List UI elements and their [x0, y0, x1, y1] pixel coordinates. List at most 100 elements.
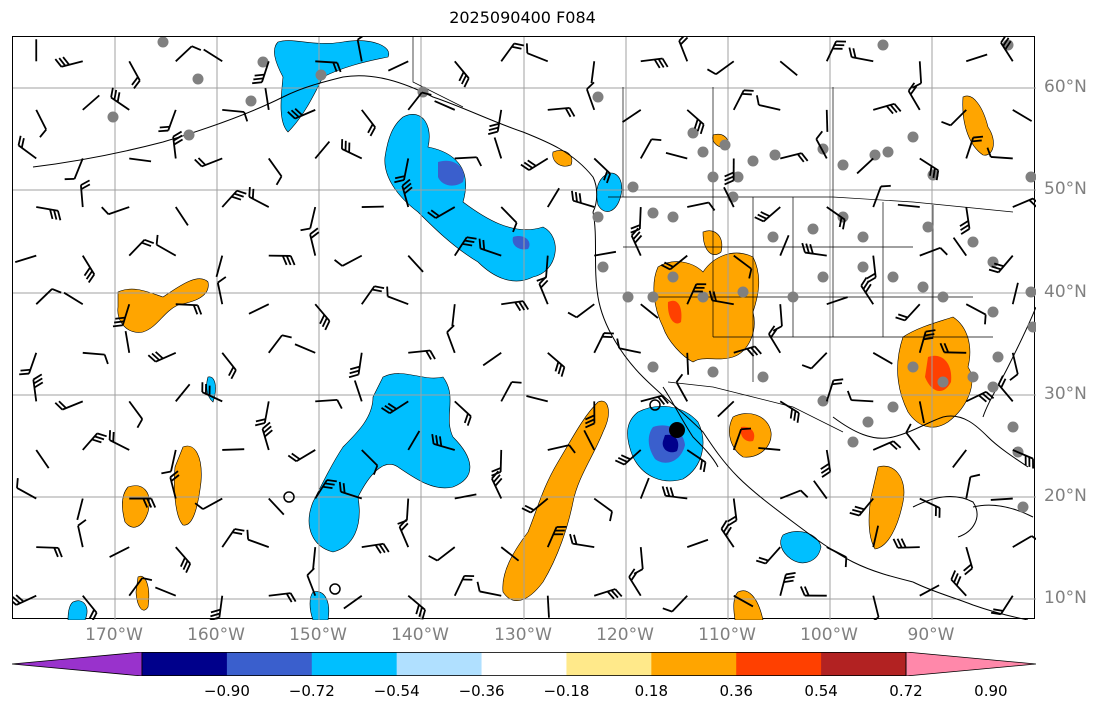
wind-barb	[19, 352, 38, 376]
wind-barb	[356, 37, 367, 62]
wind-barb	[640, 57, 669, 69]
wind-barb	[952, 449, 967, 468]
wind-barb	[919, 157, 940, 181]
wind-barb	[268, 254, 296, 266]
political-boundaries	[412, 37, 1014, 433]
negative-region-gulf-alaska-core2	[512, 236, 530, 250]
wind-barb	[526, 395, 548, 403]
wind-barb	[35, 449, 50, 469]
wind-barb	[583, 429, 596, 451]
station-dot	[647, 207, 659, 219]
colorbar-tick-label: −0.72	[288, 682, 335, 700]
wind-barb	[110, 87, 130, 111]
wind-barb	[491, 449, 503, 477]
wind-barb	[500, 42, 525, 62]
wind-barb	[77, 519, 87, 548]
wind-barb	[428, 546, 456, 562]
wind-barb	[500, 206, 518, 233]
wind-barb	[639, 138, 662, 159]
wind-barb	[590, 61, 596, 84]
wind-barb	[453, 236, 477, 257]
wind-barb	[17, 135, 37, 160]
wind-barb	[918, 329, 936, 354]
wind-barb	[81, 255, 96, 283]
wind-barb	[686, 449, 707, 473]
station-dot	[767, 231, 779, 243]
colorbar-segment	[311, 652, 398, 676]
wind-barb	[398, 519, 410, 548]
wind-barb	[453, 574, 475, 597]
station-dot	[987, 256, 999, 268]
station-dot	[937, 376, 949, 388]
wind-barb	[476, 581, 502, 597]
wind-barb	[408, 349, 436, 360]
wind-barb	[919, 497, 941, 518]
lon-label-90w: 90°W	[907, 625, 955, 645]
station-dot	[869, 149, 881, 161]
station-dot	[1027, 321, 1036, 333]
wind-barb	[501, 300, 530, 312]
station-dot	[817, 271, 829, 283]
wind-barb	[32, 373, 44, 402]
wind-barb	[454, 60, 470, 88]
positive-region-hawaii-west2	[173, 445, 202, 526]
wind-barb	[394, 158, 410, 184]
wind-barb	[897, 203, 920, 208]
wind-barb	[387, 60, 409, 72]
station-dot	[887, 401, 899, 413]
wind-barb	[124, 330, 131, 353]
wind-barb	[35, 109, 47, 138]
wind-barb	[381, 400, 409, 415]
negative-region-bc-coast	[596, 172, 623, 212]
station-dot	[887, 271, 899, 283]
colorbar-segment	[226, 652, 313, 676]
wind-barb	[221, 189, 247, 208]
wind-barb	[454, 400, 472, 426]
positive-region-great-basin-north	[702, 230, 723, 255]
wind-barb	[660, 254, 688, 271]
negative-region-east-pacific	[780, 531, 822, 563]
wind-barb	[314, 479, 337, 500]
wind-barb	[248, 303, 270, 315]
wind-barb	[194, 157, 223, 168]
wind-barb	[593, 497, 613, 522]
wind-barb	[129, 497, 157, 508]
colorbar-tick-label: 0.90	[974, 682, 1008, 700]
wind-barb	[294, 343, 316, 354]
station-dot	[707, 171, 719, 183]
wind-barb	[128, 60, 141, 89]
wind-barb	[675, 373, 689, 402]
wind-barb	[755, 546, 781, 565]
wind-barb	[825, 40, 846, 62]
station-dot	[647, 291, 659, 303]
station-dot	[847, 436, 859, 448]
wind-barb	[630, 207, 642, 234]
colorbar-outline	[141, 652, 907, 676]
station-dot	[667, 211, 679, 223]
wind-barb	[407, 91, 432, 111]
wind-barb	[662, 595, 688, 613]
wind-barb	[175, 303, 203, 315]
wind-barb	[687, 201, 716, 211]
station-dot	[837, 211, 849, 223]
positive-regions	[117, 95, 994, 620]
wind-barb	[500, 381, 522, 402]
wind-barb	[361, 285, 385, 305]
wind-barb	[733, 594, 754, 608]
coast-central-america	[912, 581, 1029, 620]
wind-barb	[873, 102, 902, 115]
lat-label-50n: 50°N	[1044, 179, 1087, 199]
wind-barb	[826, 296, 848, 306]
lon-label-110w: 110°W	[698, 625, 756, 645]
wind-barb	[907, 82, 921, 111]
wind-barb	[386, 286, 409, 306]
wind-barb	[268, 592, 297, 603]
map-panel[interactable]	[12, 36, 1036, 620]
wind-barb	[622, 109, 642, 123]
wind-barb	[63, 291, 84, 305]
coast-caribbean	[972, 504, 1034, 518]
wind-barb	[54, 400, 84, 411]
wind-barb	[525, 43, 549, 63]
negative-region-gulf-alaska	[384, 114, 556, 282]
station-dot	[922, 221, 934, 233]
